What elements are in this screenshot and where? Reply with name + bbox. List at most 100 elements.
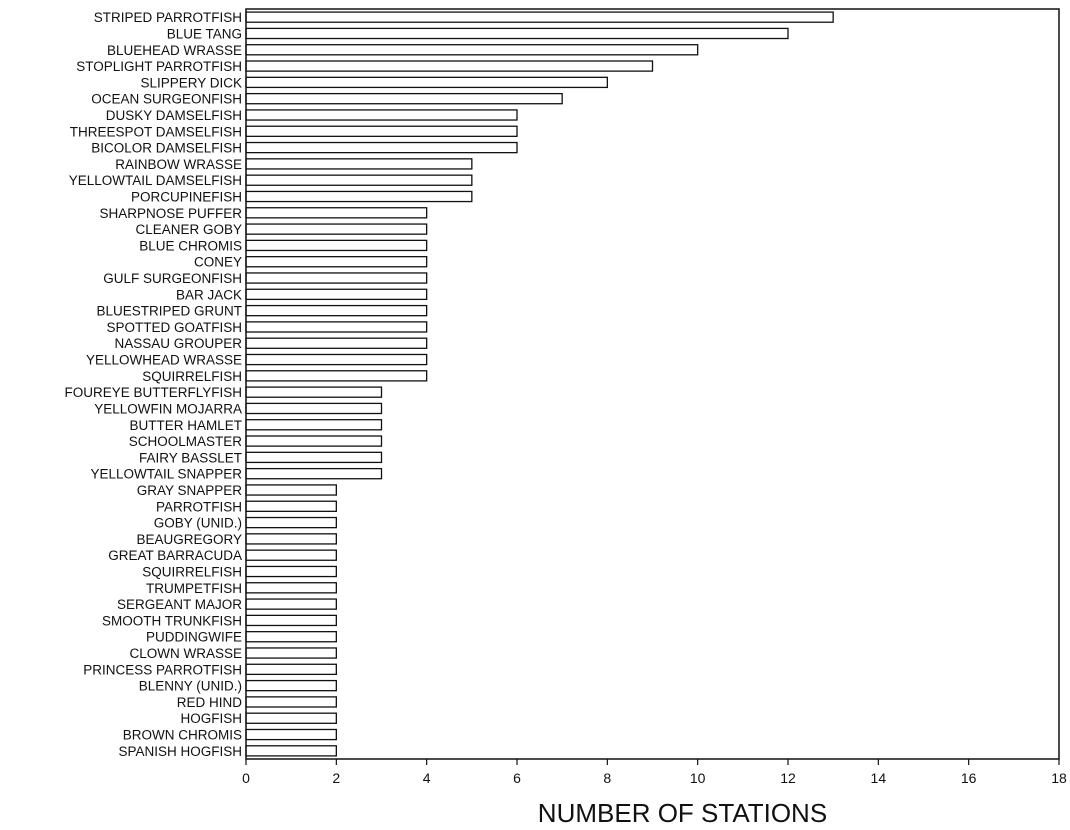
- bar: [245, 386, 383, 398]
- bar: [245, 745, 337, 757]
- category-label: SPANISH HOGFISH: [118, 744, 242, 759]
- bar: [245, 467, 383, 480]
- bar: [245, 207, 428, 219]
- bar: [245, 679, 337, 692]
- category-label: CLEANER GOBY: [135, 222, 242, 237]
- bar: [245, 109, 518, 121]
- category-label: SPOTTED GOATFISH: [106, 320, 242, 335]
- bar: [245, 712, 337, 724]
- category-label: YELLOWFIN MOJARRA: [94, 401, 242, 416]
- category-label: FAIRY BASSLET: [139, 450, 242, 465]
- category-label: BICOLOR DAMSELFISH: [91, 141, 242, 156]
- x-axis-title: NUMBER OF STATIONS: [538, 798, 827, 828]
- bar: [245, 256, 428, 268]
- category-label: YELLOWTAIL DAMSELFISH: [69, 173, 242, 188]
- bar: [245, 370, 428, 382]
- category-label: PRINCESS PARROTFISH: [83, 662, 242, 677]
- bar: [245, 549, 337, 561]
- bar: [245, 484, 337, 496]
- category-label: BAR JACK: [176, 287, 242, 302]
- bar: [245, 272, 428, 284]
- bar: [245, 27, 789, 40]
- x-tick-label: 12: [780, 770, 796, 786]
- category-label: BLUE CHROMIS: [139, 238, 242, 253]
- bar: [245, 565, 337, 578]
- category-label: SMOOTH TRUNKFISH: [102, 613, 242, 628]
- bar: [245, 190, 473, 203]
- category-label: BUTTER HAMLET: [129, 418, 242, 433]
- category-label: RED HIND: [177, 695, 243, 710]
- category-label: BLUE TANG: [167, 26, 242, 41]
- bar: [245, 223, 428, 235]
- category-label: BLENNY (UNID.): [139, 679, 242, 694]
- category-label: RAINBOW WRASSE: [115, 157, 242, 172]
- category-label: TRUMPETFISH: [146, 581, 242, 596]
- category-label: CONEY: [194, 255, 242, 270]
- bar: [245, 631, 337, 643]
- bar: [245, 500, 337, 512]
- category-label: FOUREYE BUTTERFLYFISH: [64, 385, 242, 400]
- bar: [245, 696, 337, 708]
- bar: [245, 76, 608, 89]
- bar: [245, 288, 428, 301]
- x-tick-label: 6: [513, 770, 521, 786]
- x-tick-label: 8: [603, 770, 611, 786]
- bar: [245, 353, 428, 366]
- category-label: GREAT BARRACUDA: [108, 548, 242, 563]
- category-label: BLUESTRIPED GRUNT: [96, 304, 242, 319]
- category-label: YELLOWTAIL SNAPPER: [90, 467, 242, 482]
- x-tick-label: 4: [423, 770, 431, 786]
- category-label: STOPLIGHT PARROTFISH: [76, 59, 242, 74]
- bar: [245, 239, 428, 252]
- bar: [245, 647, 337, 659]
- category-label: GRAY SNAPPER: [137, 483, 243, 498]
- bar: [245, 614, 337, 627]
- category-label: YELLOWHEAD WRASSE: [86, 353, 242, 368]
- category-label: SQUIRRELFISH: [142, 369, 242, 384]
- category-label: SERGEANT MAJOR: [117, 597, 242, 612]
- bar: [245, 141, 518, 154]
- bar: [245, 60, 654, 72]
- category-label: STRIPED PARROTFISH: [94, 10, 242, 25]
- bar: [245, 451, 383, 464]
- category-label: DUSKY DAMSELFISH: [106, 108, 242, 123]
- bar: [245, 533, 337, 545]
- bar: [245, 304, 428, 317]
- category-label: THREESPOT DAMSELFISH: [70, 124, 242, 139]
- x-tick-label: 16: [961, 770, 977, 786]
- category-label: SQUIRRELFISH: [142, 565, 242, 580]
- bar: [245, 598, 337, 610]
- bar: [245, 582, 337, 594]
- category-label: SLIPPERY DICK: [140, 75, 242, 90]
- plot-frame: [245, 8, 1060, 760]
- category-label: PARROTFISH: [156, 499, 242, 514]
- bar: [245, 92, 563, 105]
- category-label: GOBY (UNID.): [154, 516, 242, 531]
- category-label: CLOWN WRASSE: [129, 646, 242, 661]
- category-label: HOGFISH: [180, 711, 242, 726]
- bar: [245, 44, 699, 56]
- x-tick-label: 10: [690, 770, 706, 786]
- x-tick-label: 14: [871, 770, 887, 786]
- bar: [245, 125, 518, 137]
- x-tick-label: 2: [332, 770, 340, 786]
- category-label: SHARPNOSE PUFFER: [99, 206, 242, 221]
- category-label: OCEAN SURGEONFISH: [91, 92, 242, 107]
- bar: [245, 321, 428, 333]
- bars-group: [245, 11, 834, 757]
- category-label: SCHOOLMASTER: [129, 434, 243, 449]
- x-tick-label: 18: [1051, 770, 1067, 786]
- category-label: BROWN CHROMIS: [123, 728, 242, 743]
- bar: [245, 402, 383, 415]
- bar: [245, 516, 337, 529]
- bar: [245, 158, 473, 170]
- bar: [245, 419, 383, 431]
- category-label: PUDDINGWIFE: [146, 630, 242, 645]
- bar: [245, 174, 473, 186]
- bar: [245, 728, 337, 741]
- category-label: NASSAU GROUPER: [114, 336, 242, 351]
- bar: [245, 663, 337, 676]
- bar: [245, 11, 834, 23]
- x-tick-label: 0: [242, 770, 250, 786]
